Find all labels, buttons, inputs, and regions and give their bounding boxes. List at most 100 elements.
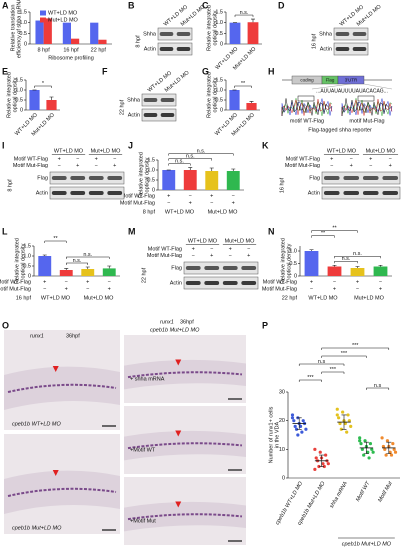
y-axis-label: Relative translation bbox=[10, 5, 16, 52]
sd-bar bbox=[386, 441, 392, 454]
blot-band bbox=[241, 266, 257, 270]
y-tick-label: 0 bbox=[220, 107, 223, 113]
construct-part-label: coding bbox=[300, 78, 314, 83]
construct-part-label: 3'UTR bbox=[345, 78, 358, 83]
data-point bbox=[385, 439, 390, 443]
group-label: Mut+LD MO bbox=[208, 209, 239, 215]
stage-label: 16 hpf bbox=[16, 295, 32, 301]
data-point bbox=[335, 413, 339, 417]
condition-mark: + bbox=[189, 200, 192, 206]
data-point bbox=[392, 447, 396, 451]
error-bar bbox=[49, 96, 54, 100]
data-point bbox=[290, 413, 295, 417]
blot-strip bbox=[141, 93, 177, 107]
bar bbox=[304, 251, 319, 276]
bar bbox=[98, 39, 107, 44]
condition-mark: − bbox=[86, 286, 89, 292]
bar bbox=[81, 269, 95, 276]
error-bar bbox=[188, 167, 193, 170]
condition-label: Motif Mut-Flag bbox=[0, 286, 31, 292]
group-label: Mut+LD MO bbox=[225, 238, 256, 244]
error-bar bbox=[251, 18, 255, 23]
y-tick-label: 10 bbox=[279, 447, 285, 453]
data-point bbox=[371, 450, 375, 454]
blot-band bbox=[159, 32, 174, 36]
data-point bbox=[367, 456, 371, 460]
condition-mark: + bbox=[379, 286, 382, 292]
chromatogram-trace bbox=[341, 99, 393, 116]
header-stage: 36hpf bbox=[180, 319, 194, 325]
y-axis-label: Relative integrated bbox=[280, 238, 286, 284]
blot-band bbox=[362, 191, 379, 195]
x-tick-label: 22 hpf bbox=[91, 47, 107, 53]
callout bbox=[311, 83, 393, 90]
arrowhead bbox=[175, 501, 182, 508]
image-caption: +Motif WT bbox=[130, 447, 156, 453]
significance-bracket bbox=[334, 261, 358, 264]
data-point bbox=[338, 421, 342, 426]
blot-band bbox=[185, 281, 201, 285]
condition-mark: − bbox=[389, 156, 392, 162]
bar bbox=[59, 270, 73, 276]
blot-band bbox=[88, 191, 104, 195]
y-axis-label: optical density bbox=[144, 157, 150, 192]
y-tick-label: 1.5 bbox=[15, 77, 23, 83]
data-point bbox=[349, 424, 353, 428]
y-axis-label: Relative integrated bbox=[6, 72, 12, 118]
y-axis-label: in the VDA bbox=[274, 422, 280, 449]
significance-bracket bbox=[234, 14, 254, 18]
motif-box bbox=[297, 95, 315, 102]
condition-mark: − bbox=[58, 163, 61, 169]
condition-mark: + bbox=[369, 156, 372, 162]
group-label: cpeb1b Mut+LD MO bbox=[342, 541, 392, 547]
significance-label: n.s. bbox=[197, 149, 206, 155]
image-caption: cpeb1b Mut+LD MO bbox=[12, 525, 62, 531]
condition-mark: + bbox=[58, 156, 61, 162]
blot-band bbox=[352, 32, 367, 36]
data-point bbox=[322, 464, 326, 469]
data-point bbox=[370, 447, 374, 451]
condition-label: Motif WT-Flag bbox=[0, 279, 31, 285]
significance-label: ** bbox=[332, 226, 337, 232]
reporter-caption: Flag-tagged shha reporter bbox=[308, 127, 372, 133]
condition-mark: − bbox=[192, 253, 195, 259]
y-tick-label: 1.0 bbox=[19, 20, 27, 26]
data-point bbox=[293, 424, 297, 428]
data-point bbox=[313, 467, 317, 471]
significance-bracket bbox=[168, 158, 212, 161]
image-gene: runx1 bbox=[30, 333, 44, 339]
stage-label: 8 hpf bbox=[143, 209, 156, 215]
data-point bbox=[343, 421, 347, 426]
y-tick-label: 1.5 bbox=[215, 9, 223, 15]
data-point bbox=[318, 450, 322, 454]
y-tick-label: 0.5 bbox=[215, 31, 223, 37]
significance-label: n.s. bbox=[240, 10, 249, 16]
condition-mark: + bbox=[210, 253, 213, 259]
panel-letter: O bbox=[2, 320, 9, 330]
significance-bracket bbox=[34, 85, 52, 88]
error-bar bbox=[85, 266, 90, 269]
data-point bbox=[368, 442, 373, 446]
panel-letter: B bbox=[128, 0, 135, 10]
blot-band bbox=[107, 176, 123, 180]
y-axis-label: optical density bbox=[286, 243, 292, 278]
bar bbox=[90, 22, 99, 44]
data-point bbox=[326, 462, 330, 466]
blot-band bbox=[176, 32, 191, 36]
legend-swatch bbox=[40, 17, 46, 23]
y-tick-label: 1.5 bbox=[147, 157, 155, 163]
sd-bar bbox=[363, 441, 369, 454]
bar bbox=[205, 171, 219, 190]
band-label: Flag bbox=[37, 175, 48, 181]
significance-label: *** bbox=[330, 367, 337, 373]
y-tick-label: 1.0 bbox=[15, 87, 23, 93]
significance-label: ** bbox=[321, 231, 326, 237]
band-label: Actin bbox=[320, 46, 332, 52]
blot-band bbox=[241, 281, 257, 285]
significance-label: ** bbox=[53, 236, 58, 242]
significance-label: *** bbox=[352, 343, 359, 349]
y-axis-label: Relative integrated bbox=[206, 5, 212, 51]
condition-mark: − bbox=[330, 163, 333, 169]
data-point bbox=[389, 453, 394, 457]
